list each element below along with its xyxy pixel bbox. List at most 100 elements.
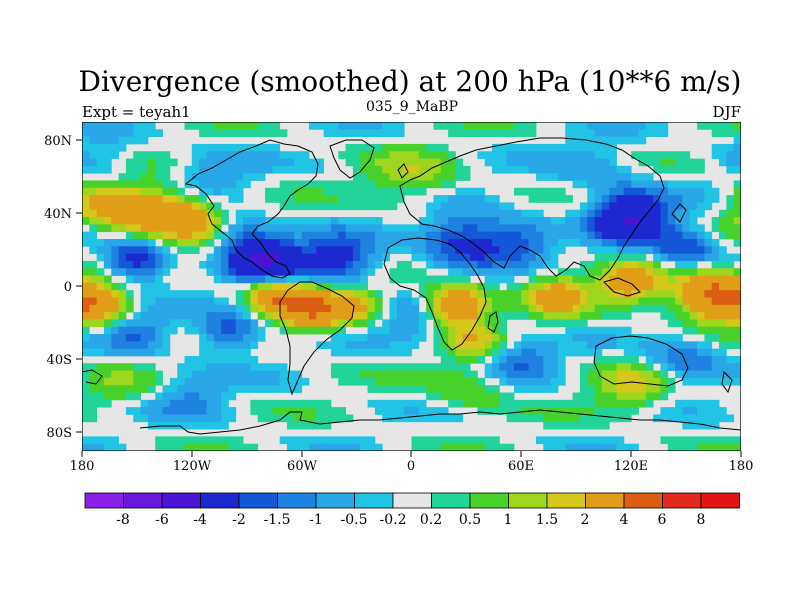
field-cell [682,312,691,320]
field-cell [660,202,669,211]
field-cell [660,129,669,138]
field-cell [601,297,610,306]
field-cell [96,377,105,386]
field-cell [96,363,105,371]
field-cell [287,297,295,306]
field-cell [579,217,588,225]
field-cell [623,136,632,145]
field-cell [719,414,727,423]
field-cell [308,282,317,291]
field-cell [616,377,625,386]
field-cell [191,195,200,203]
field-cell [609,224,617,233]
field-cell [389,238,398,247]
field-cell [587,436,595,445]
field-cell [697,290,705,298]
field-cell [279,436,288,445]
field-cell [601,399,610,408]
field-cell [352,341,361,350]
field-cell [243,370,251,379]
field-cell [352,151,361,159]
field-cell [316,165,325,174]
field-cell [601,334,610,342]
field-cell [301,297,310,306]
field-cell [338,224,346,233]
field-cell [338,363,346,371]
field-cell [140,334,149,342]
field-cell [206,348,215,357]
field-cell [82,268,90,276]
field-cell [382,173,390,181]
field-cell [345,268,354,276]
field-cell [147,399,156,408]
field-cell [689,319,698,328]
field-cell [294,421,303,430]
field-cell [697,122,705,130]
field-cell [191,443,200,451]
field-cell [440,385,449,393]
field-cell [594,165,603,174]
field-cell [579,122,588,130]
field-cell [404,326,412,335]
field-cell [521,158,530,167]
field-cell [301,326,310,335]
field-cell [191,414,200,423]
field-cell [345,122,354,130]
field-cell [623,355,632,364]
field-cell [448,217,456,225]
field-cell [389,275,398,284]
field-cell [133,180,141,189]
field-cell [477,209,486,218]
field-cell [645,122,654,130]
field-cell [667,377,676,386]
field-cell [521,187,530,196]
field-cell [638,385,647,393]
field-cell [199,180,207,189]
field-cell [470,385,478,393]
field-cell [89,334,98,342]
field-cell [557,304,566,313]
field-cell [294,260,303,269]
field-cell [689,246,698,254]
field-cell [265,275,273,284]
field-cell [572,238,581,247]
field-cell [374,180,383,189]
field-cell [374,385,383,393]
field-cell [470,297,478,306]
field-cell [338,341,346,350]
field-cell [111,363,120,371]
field-cell [338,319,346,328]
field-cell [623,326,632,335]
field-cell [257,385,266,393]
field-cell [440,407,449,415]
field-cell [140,129,149,138]
field-cell [492,260,500,269]
field-cell [374,304,383,313]
field-cell [609,173,617,181]
field-cell [631,238,639,247]
coastline-maritime-continent [603,277,641,297]
field-cell [301,414,310,423]
field-cell [528,341,537,350]
field-cell [462,385,471,393]
field-cell [221,348,229,357]
field-cell [448,282,456,291]
field-cell [228,195,237,203]
field-cell [572,443,581,451]
field-cell [191,304,200,313]
field-cell [162,385,171,393]
field-cell [184,399,193,408]
field-cell [418,370,427,379]
field-cell [477,443,486,451]
field-cell [221,246,229,254]
field-cell [330,312,339,320]
field-cell [572,268,581,276]
field-cell [433,253,442,262]
field-cell [660,436,669,445]
field-cell [140,326,149,335]
field-cell [623,224,632,233]
field-cell [492,312,500,320]
field-cell [697,253,705,262]
field-cell [140,217,149,225]
field-cell [506,414,515,423]
